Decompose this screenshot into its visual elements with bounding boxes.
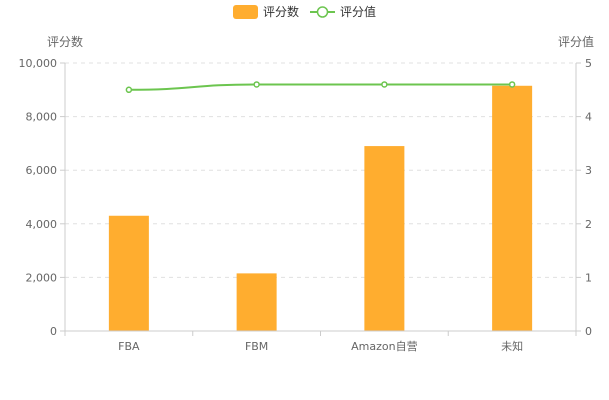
legend: 评分数 评分值	[233, 4, 376, 19]
axis-layer: 0 2,000 4,000 6,000 8,000 10,000 0 1 2 3 4 5 FBA FBM A…	[19, 57, 593, 353]
x-axis-tick-label: Amazon自营	[351, 339, 417, 353]
right-axis-tick-label: 1	[585, 271, 592, 284]
bars-layer	[108, 85, 533, 331]
right-axis-tick-label: 2	[585, 218, 592, 231]
series-line	[128, 83, 513, 91]
right-axis-name: 评分值	[558, 34, 594, 49]
line-point[interactable]	[125, 86, 133, 94]
x-axis-tick-label: FBM	[245, 340, 268, 353]
x-axis-tick-label: 未知	[501, 339, 523, 353]
right-axis-tick-label: 4	[585, 111, 592, 124]
grid-layer	[65, 62, 576, 278]
line-point[interactable]	[381, 81, 388, 88]
left-axis-tick-label: 0	[50, 325, 57, 338]
bar[interactable]	[492, 85, 533, 331]
line-layer	[125, 81, 516, 94]
bar[interactable]	[236, 273, 277, 331]
line-point[interactable]	[508, 81, 516, 88]
legend-line-label: 评分值	[340, 4, 376, 19]
legend-bar-swatch	[233, 5, 258, 19]
left-axis-tick-label: 2,000	[26, 271, 58, 284]
left-axis-tick-label: 6,000	[26, 164, 58, 177]
left-axis-tick-label: 10,000	[19, 57, 58, 70]
legend-item-line[interactable]: 评分值	[310, 4, 376, 19]
left-axis-tick-label: 4,000	[26, 218, 58, 231]
legend-bar-label: 评分数	[263, 4, 299, 19]
left-axis-tick-label: 8,000	[26, 111, 58, 124]
right-axis-tick-label: 0	[585, 325, 592, 338]
bar[interactable]	[108, 215, 149, 331]
right-axis-tick-label: 5	[585, 57, 592, 70]
right-axis-tick-label: 3	[585, 164, 592, 177]
line-point[interactable]	[253, 81, 260, 88]
left-axis-name: 评分数	[47, 34, 83, 49]
bar[interactable]	[364, 146, 405, 331]
legend-line-marker	[316, 6, 329, 18]
legend-item-bar[interactable]: 评分数	[233, 4, 299, 19]
x-axis-tick-label: FBA	[118, 340, 140, 353]
